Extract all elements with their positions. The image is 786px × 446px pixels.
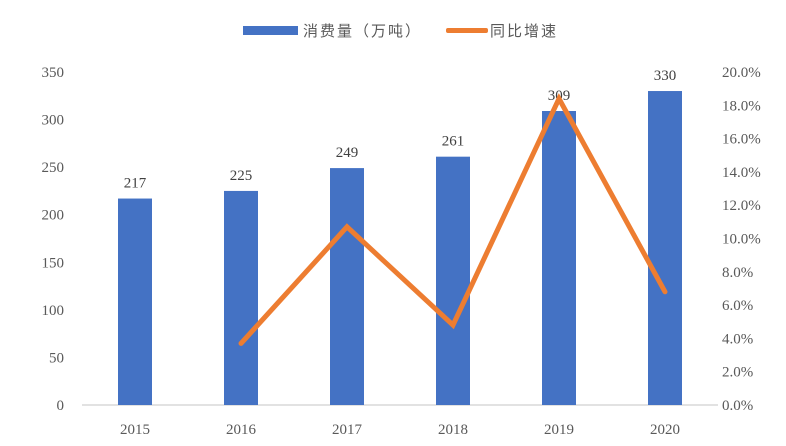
bar-series: [118, 91, 682, 406]
left-y-tick-label: 300: [42, 113, 65, 129]
x-tick-label: 2019: [544, 422, 574, 438]
left-y-tick-label: 250: [42, 160, 65, 176]
legend-bar-label: 消费量（万吨）: [303, 22, 422, 40]
left-y-tick-label: 350: [42, 65, 65, 81]
right-y-axis: 0.0% 2.0% 4.0% 6.0% 8.0% 10.0% 12.0% 14.0% 16.0%…: [722, 65, 761, 414]
line-series: [238, 93, 668, 346]
bar-value-label: 261: [442, 134, 465, 150]
right-y-tick-label: 4.0%: [722, 331, 753, 347]
right-y-tick-label: 14.0%: [722, 165, 761, 181]
right-y-tick-label: 2.0%: [722, 365, 753, 381]
legend-line-swatch: [446, 28, 488, 33]
left-y-tick-label: 150: [42, 255, 65, 271]
right-y-tick-label: 16.0%: [722, 132, 761, 148]
right-y-tick-label: 12.0%: [722, 198, 761, 214]
legend: 消费量（万吨） 同比增速: [243, 22, 558, 40]
bar: [436, 156, 470, 405]
bar: [224, 190, 258, 405]
growth-rate-line: [238, 93, 668, 346]
left-y-axis: 0 50 100 150 200 250 300 350: [42, 65, 65, 414]
right-y-tick-label: 6.0%: [722, 298, 753, 314]
right-y-tick-label: 0.0%: [722, 398, 753, 414]
x-tick-label: 2020: [650, 422, 680, 438]
right-y-tick-label: 18.0%: [722, 98, 761, 114]
x-tick-label: 2016: [226, 422, 257, 438]
x-axis: 2015 2016 2017 2018 2019 2020: [120, 422, 680, 438]
bar-value-label: 225: [230, 168, 253, 184]
legend-line-label: 同比增速: [490, 22, 558, 40]
x-tick-label: 2018: [438, 422, 468, 438]
x-tick-label: 2017: [332, 422, 363, 438]
right-y-tick-label: 8.0%: [722, 265, 753, 281]
bar-value-label: 217: [124, 176, 147, 192]
right-y-tick-label: 20.0%: [722, 65, 761, 81]
left-y-tick-label: 100: [42, 303, 65, 319]
left-y-tick-label: 200: [42, 208, 65, 224]
left-y-tick-label: 50: [49, 350, 64, 366]
bar: [648, 91, 682, 406]
bar-value-label: 249: [336, 145, 359, 161]
bar: [542, 111, 576, 405]
legend-bar-swatch: [243, 26, 298, 35]
bar-value-label: 330: [654, 68, 677, 84]
x-tick-label: 2015: [120, 422, 150, 438]
bar: [330, 168, 364, 405]
left-y-tick-label: 0: [57, 398, 65, 414]
bar: [118, 198, 152, 405]
right-y-tick-label: 10.0%: [722, 232, 761, 248]
